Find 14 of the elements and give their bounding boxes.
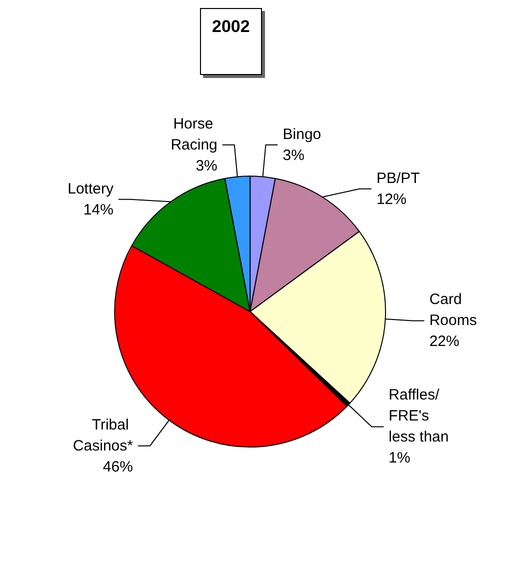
slice-label: Card Rooms	[429, 291, 477, 330]
slice-label: Horse Racing	[170, 115, 218, 154]
data-label: 12%	[376, 190, 406, 208]
data-label: 46%	[102, 458, 133, 476]
data-label: 3%	[196, 157, 218, 174]
chart-title: 2002	[212, 17, 250, 36]
slice-label: PB/PT	[376, 170, 420, 187]
slice-label: Bingo	[282, 126, 322, 143]
slice-label: Tribal Casinos*	[72, 416, 134, 454]
data-label: 3%	[282, 146, 304, 164]
data-label: less than 1%	[388, 428, 453, 467]
data-label: 14%	[83, 201, 114, 218]
slice-label: Lottery	[68, 180, 114, 198]
data-label: 22%	[429, 333, 460, 350]
